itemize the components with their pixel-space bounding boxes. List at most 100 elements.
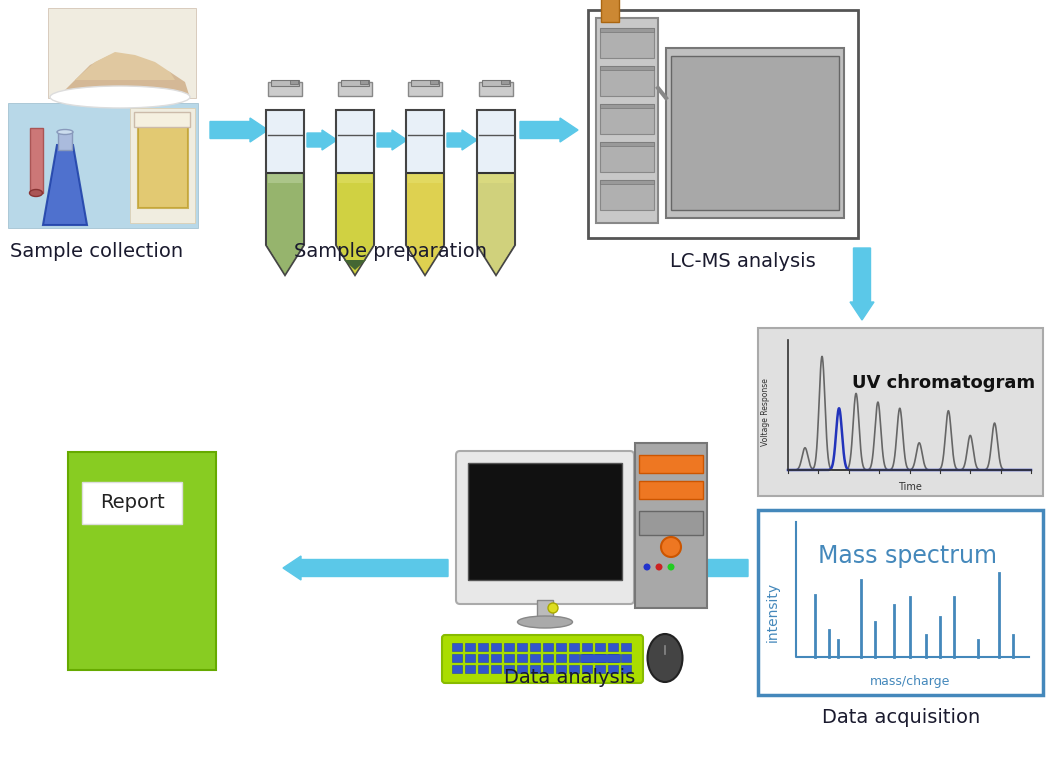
Bar [430, 80, 438, 84]
Bar [530, 665, 540, 673]
Bar [758, 328, 1043, 496]
Bar [580, 654, 620, 662]
Bar [408, 82, 442, 96]
Bar [608, 643, 618, 651]
Bar [595, 654, 605, 662]
Bar [601, 0, 619, 22]
Bar [452, 643, 463, 651]
Bar [48, 8, 196, 98]
Bar [639, 481, 703, 499]
Bar [596, 18, 658, 223]
Bar [530, 654, 540, 662]
Bar [338, 173, 372, 183]
Bar [504, 665, 514, 673]
Polygon shape [43, 145, 87, 225]
Bar [479, 173, 513, 183]
Polygon shape [407, 173, 444, 274]
Bar [290, 80, 298, 84]
Circle shape [643, 563, 650, 570]
Bar [639, 455, 703, 473]
Bar [268, 173, 302, 183]
Ellipse shape [517, 616, 572, 628]
Bar [569, 643, 579, 651]
Bar [338, 82, 372, 96]
Bar [341, 80, 369, 86]
Text: mass/charge: mass/charge [870, 675, 950, 688]
Bar [30, 128, 43, 193]
Bar [600, 28, 654, 32]
Bar [600, 142, 654, 146]
Bar [482, 80, 510, 86]
Bar [517, 654, 527, 662]
Bar [504, 654, 514, 662]
Bar [478, 665, 488, 673]
Bar [538, 600, 553, 622]
Bar [452, 654, 463, 662]
FancyBboxPatch shape [442, 635, 643, 683]
Text: Sample collection: Sample collection [10, 242, 183, 261]
Bar [608, 665, 618, 673]
Polygon shape [266, 110, 304, 275]
Bar [569, 654, 579, 662]
Circle shape [548, 603, 558, 613]
Bar [543, 643, 553, 651]
Polygon shape [60, 55, 190, 98]
Bar [600, 104, 654, 108]
Bar [465, 643, 475, 651]
Bar [68, 452, 216, 670]
Ellipse shape [57, 129, 73, 135]
Bar [58, 132, 72, 150]
FancyArrow shape [520, 118, 578, 142]
Bar [600, 104, 654, 134]
Bar [491, 643, 501, 651]
FancyArrow shape [590, 556, 748, 580]
Polygon shape [406, 110, 444, 275]
Bar [582, 665, 592, 673]
Bar [600, 66, 654, 70]
Ellipse shape [30, 189, 42, 196]
Bar [639, 511, 703, 535]
Bar [635, 443, 708, 608]
Bar [134, 112, 190, 127]
Bar [530, 643, 540, 651]
Bar [758, 510, 1043, 695]
Bar [360, 80, 367, 84]
Ellipse shape [647, 634, 682, 682]
Bar [517, 665, 527, 673]
Bar [130, 108, 195, 223]
Bar [268, 82, 302, 96]
Bar [478, 654, 488, 662]
Bar [491, 665, 501, 673]
Polygon shape [478, 173, 514, 274]
Polygon shape [477, 110, 515, 275]
Polygon shape [344, 260, 366, 270]
Circle shape [667, 563, 675, 570]
Text: Data acquisition: Data acquisition [822, 708, 980, 727]
Bar [569, 665, 579, 673]
FancyArrow shape [377, 130, 407, 150]
Bar [543, 665, 553, 673]
Bar [621, 643, 631, 651]
Bar [82, 482, 182, 524]
Text: Data analysis: Data analysis [505, 668, 636, 687]
Bar [138, 118, 188, 208]
Text: LC-MS analysis: LC-MS analysis [671, 252, 816, 271]
Polygon shape [336, 110, 374, 275]
Bar [600, 142, 654, 172]
Bar [271, 80, 299, 86]
Ellipse shape [50, 86, 190, 108]
Bar [479, 82, 513, 96]
FancyArrow shape [447, 130, 477, 150]
Bar [582, 654, 592, 662]
Bar [517, 643, 527, 651]
Circle shape [656, 563, 662, 570]
Bar [557, 654, 566, 662]
Text: Report: Report [99, 494, 165, 513]
Bar [557, 643, 566, 651]
Bar [588, 10, 857, 238]
Bar [408, 173, 442, 183]
Bar [8, 103, 199, 228]
Bar [582, 643, 592, 651]
Bar [621, 654, 631, 662]
Bar [557, 665, 566, 673]
